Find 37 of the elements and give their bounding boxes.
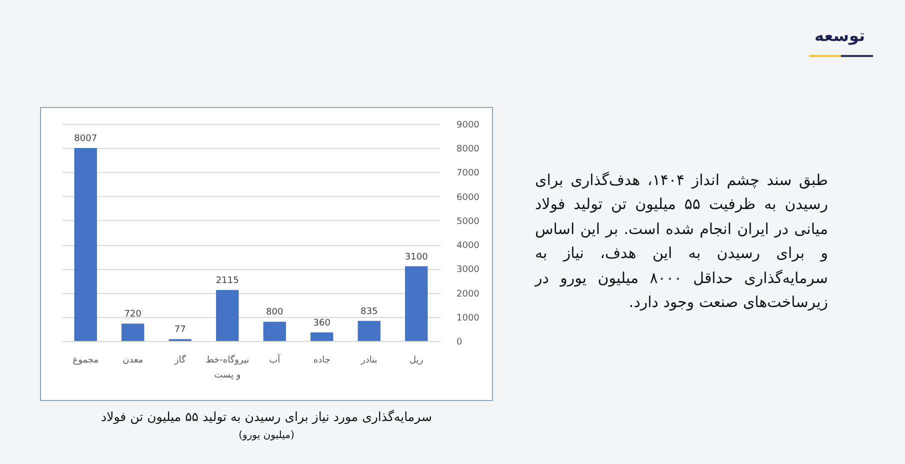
x-tick-label: ریل — [410, 356, 424, 366]
data-label: 720 — [124, 310, 142, 320]
data-label: 800 — [266, 308, 284, 318]
x-tick-label: آب — [269, 354, 281, 366]
y-tick-label: 7000 — [456, 168, 480, 179]
text: طبق سند چشم انداز ۱۴۰۴، هدف‌گذاری برای رسیدن به ظرفیت ۵۵ میلیون تن تولید فولاد میانی در ایران انجام شده است. بر این اساس و برای رسیدن به این هدف، نیاز به سرمایه‌گذاری حداقل ۸۰۰۰ میلیون یورو در زیرساخت‌های صنعت وجود دارد. — [535, 170, 828, 314]
x-tick-label: گاز — [173, 354, 187, 366]
y-tick-label: 3000 — [456, 265, 480, 276]
bar — [74, 148, 97, 341]
y-tick-label: 0 — [456, 338, 462, 348]
bar — [310, 332, 334, 341]
data-label: 835 — [360, 306, 378, 317]
bar — [216, 290, 239, 341]
y-tick-label: 6000 — [456, 192, 480, 203]
y-tick-label: 8000 — [456, 144, 480, 155]
x-tick-label: بنادر — [360, 356, 378, 366]
bar — [122, 324, 144, 341]
data-label: 2115 — [216, 276, 239, 286]
data-label: 77 — [174, 325, 186, 336]
bar — [358, 320, 380, 341]
x-tick-label: جاده — [313, 356, 330, 366]
y-tick-label: 5000 — [456, 216, 480, 227]
y-tick-label: 9000 — [456, 120, 480, 130]
y-tick-label: 2000 — [456, 289, 480, 300]
text: سرمایه‌گذاری مورد نیاز برای رسیدن به تولید ۵۵ میلیون تن فولاد — [100, 409, 433, 424]
data-label: 360 — [313, 318, 331, 328]
bar — [405, 266, 428, 341]
text: توسعه — [814, 26, 865, 45]
x-tick-label: معدن — [122, 356, 144, 366]
x-tick-label: مجموع — [72, 356, 99, 366]
data-label: 3100 — [404, 252, 428, 262]
data-label: 8007 — [74, 134, 98, 144]
x-tick-label: نیروگاه-خط و پست — [206, 354, 250, 380]
y-tick-label: 4000 — [456, 241, 480, 252]
y-tick-label: 1000 — [456, 313, 480, 324]
text: (میلیون یورو) — [238, 430, 296, 441]
bar — [263, 322, 286, 341]
